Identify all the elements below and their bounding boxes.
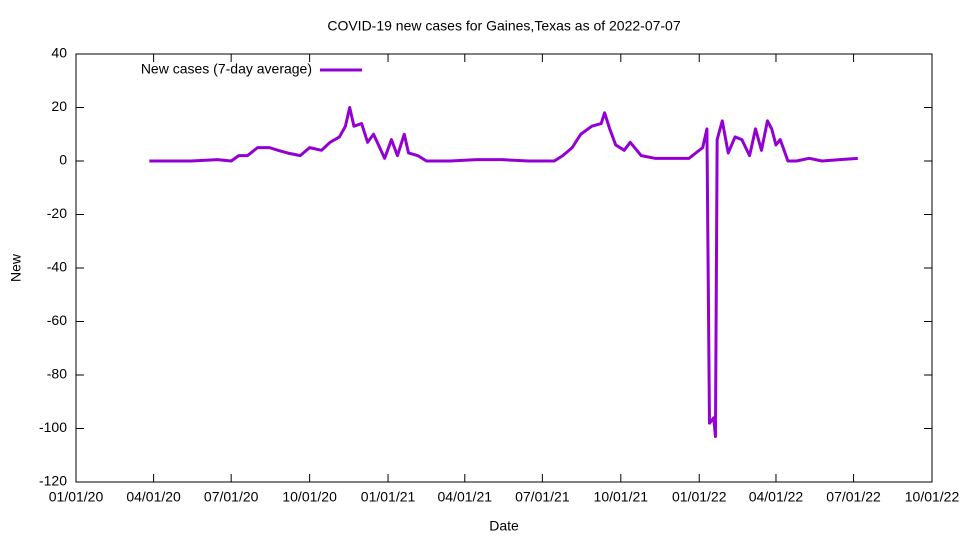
y-axis-label: New (8, 253, 24, 282)
y-tick-label: 40 (51, 45, 67, 61)
legend-label: New cases (7-day average) (141, 61, 312, 77)
x-tick-label: 04/01/21 (438, 489, 493, 505)
y-tick-label: -20 (47, 205, 67, 221)
y-tick-label: -100 (39, 419, 67, 435)
x-tick-label: 10/01/22 (905, 489, 960, 505)
x-tick-label: 07/01/22 (826, 489, 881, 505)
y-tick-label: 0 (59, 152, 67, 168)
x-tick-label: 07/01/21 (515, 489, 570, 505)
x-tick-label: 01/01/22 (672, 489, 727, 505)
x-tick-label: 10/01/20 (282, 489, 337, 505)
x-tick-label: 04/01/20 (126, 489, 181, 505)
y-tick-label: -80 (47, 366, 67, 382)
x-tick-label: 07/01/20 (204, 489, 259, 505)
plot-frame (75, 53, 933, 483)
chart-title: COVID-19 new cases for Gaines,Texas as o… (327, 18, 681, 34)
data-line (149, 106, 858, 439)
y-tick-label: -120 (39, 473, 67, 489)
x-tick-label: 10/01/21 (594, 489, 649, 505)
x-axis-label: Date (489, 518, 519, 534)
x-tick-label: 01/01/21 (361, 489, 416, 505)
x-tick-label: 04/01/22 (749, 489, 804, 505)
x-tick-label: 01/01/20 (49, 489, 104, 505)
y-tick-label: -60 (47, 312, 67, 328)
y-tick-label: -40 (47, 259, 67, 275)
y-tick-label: 20 (51, 98, 67, 114)
